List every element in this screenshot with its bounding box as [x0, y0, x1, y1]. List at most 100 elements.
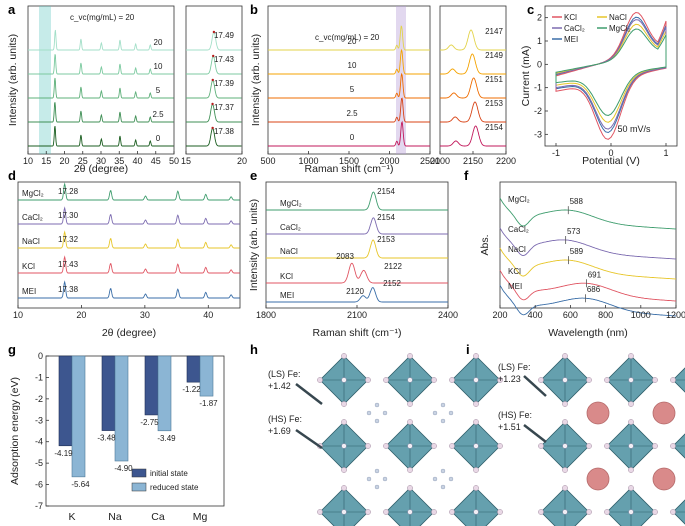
panel-g-legend-swatch	[131, 468, 147, 478]
panel-b-zoom-trace	[440, 125, 506, 147]
panel-a-ylabel: Intensity (arb. units)	[7, 34, 19, 126]
panel-d-series-name: NaCl	[22, 237, 40, 246]
panel-b-series-labels: 0 2.5 5 10 20	[346, 37, 358, 142]
panel-b-ylabel: Intensity (arb. units)	[250, 34, 262, 126]
panel-h-ligand-atom	[317, 377, 323, 383]
panel-f: MgCl₂ 588 CaCl₂ 573 NaCl 589 KCl 691 MEI 686 200 4…	[479, 181, 685, 339]
panel-h-linker-atom	[374, 468, 380, 474]
panel-e-series-labels: MgCl₂ 2154 CaCl₂ 2154 NaCl 2153 KCl 2083 2122 MEI…	[280, 187, 402, 300]
panel-d-frame	[17, 181, 241, 309]
panel-i-ligand-atom	[628, 467, 634, 473]
panel-e-series-name: KCl	[280, 272, 293, 281]
panel-h-ligand-atom	[383, 443, 389, 449]
panel-b-series-label: 5	[350, 85, 355, 94]
panel-i-metal-center	[562, 509, 568, 515]
panel-g-bar-reduced-Na	[114, 355, 129, 462]
panel-i-ligand-atom	[562, 353, 568, 359]
panel-i-ligand-atom	[628, 419, 634, 425]
panel-d-trace-MEI	[18, 280, 240, 299]
panel-f-peak-label: 588	[570, 197, 584, 206]
panel-i-ligand-atom	[538, 509, 544, 515]
panel-b-trace-0	[268, 120, 430, 147]
panel-label-e: e	[250, 168, 257, 183]
panel-c-ylabel: Current (mA)	[520, 46, 532, 107]
panel-i-structure	[538, 353, 685, 526]
panel-h-ligand-atom	[407, 485, 413, 491]
panel-d-series-name: MEI	[22, 287, 36, 296]
panel-f-peak-label: 691	[588, 270, 602, 279]
panel-h-ligand-atom	[449, 443, 455, 449]
panel-b-series-label: 2.5	[346, 109, 358, 118]
panel-e-trace-KCl	[266, 262, 448, 284]
panel-g-category-label: Mg	[193, 511, 208, 523]
panel-i-ligand-atom	[562, 485, 568, 491]
panel-g-bar-initial-K	[58, 355, 73, 447]
panel-a-zoom-trace	[186, 103, 242, 123]
panel-e-series-name: CaCl₂	[280, 223, 301, 232]
panel-label-g: g	[8, 342, 16, 357]
panel-h-ligand-atom	[497, 509, 503, 515]
panel-f-series-labels: MgCl₂ 588 CaCl₂ 573 NaCl 589 KCl 691 MEI 686	[508, 195, 602, 294]
panel-i-ligand-atom	[670, 509, 676, 515]
panel-h-ligand-atom	[341, 401, 347, 407]
panel-a-zoom-x-tick-label: 15	[181, 156, 191, 166]
panel-i-ligand-atom	[670, 443, 676, 449]
panel-c-xlabel: Potential (V)	[582, 155, 640, 167]
panel-i-octahedron	[672, 499, 685, 525]
panel-d-trace-CaCl2	[18, 206, 240, 225]
panel-g-data-label-initial: -2.75	[140, 418, 159, 427]
panel-a-zoom-peak-label: 17.43	[214, 55, 235, 64]
panel-h-ligand-atom	[431, 443, 437, 449]
panel-f-series-name: CaCl₂	[508, 225, 529, 234]
panel-b-zoom-x-tick-label: 2200	[496, 156, 516, 166]
panel-label-a: a	[8, 2, 16, 17]
panel-label-b: b	[250, 2, 258, 17]
panel-h-linker-atom	[374, 484, 380, 490]
panel-d-peak-label: 17.38	[58, 285, 79, 294]
panel-g-category-label: K	[68, 511, 75, 523]
panel-h-structure	[317, 353, 503, 526]
panel-g-y-tick-label: -3	[35, 415, 43, 425]
panel-g-data-label-reduced: -1.87	[199, 399, 218, 408]
panel-b-zoom-ticks: 2100 2150 2200	[430, 151, 516, 166]
panel-a-x-tick-label: 50	[169, 156, 179, 166]
panel-h-metal-center	[341, 377, 347, 383]
panel-e-x-tick-label: 1800	[256, 310, 276, 320]
panel-h-ligand-atom	[449, 377, 455, 383]
panel-i-ligand-atom	[652, 509, 658, 515]
panel-a-zoom-trace	[186, 79, 242, 99]
panel-h-linker-atom	[432, 410, 438, 416]
panel-f-x-tick-label: 800	[598, 310, 613, 320]
panel-h-metal-center	[407, 443, 413, 449]
panel-b-xticks: 500 1000 1500 2000 2500	[260, 151, 440, 166]
panel-b-zoom-trace	[440, 101, 506, 123]
i-hs-label: (HS) Fe:	[498, 410, 532, 420]
panel-i-interstitial-cation	[586, 467, 610, 491]
panel-h-ligand-atom	[473, 485, 479, 491]
panel-h-ligand-atom	[383, 509, 389, 515]
i-hs-value: +1.51	[498, 422, 521, 432]
panel-b-x-tick-label: 2500	[420, 156, 440, 166]
panel-h-linker-atom	[374, 418, 380, 424]
panel-g-data-label-reduced: -4.90	[114, 464, 133, 473]
panel-g-bar-initial-Mg	[186, 355, 201, 383]
panel-h-linker-atom	[382, 476, 388, 482]
panel-f-trace-MgCl2	[499, 197, 677, 230]
panel-g-ticks: K Na Ca Mg 0 -1 -2 -3 -4 -5 -6 -7	[35, 351, 207, 523]
panel-d-peak-label: 17.30	[58, 211, 79, 220]
i-hs-arrow	[523, 424, 547, 443]
panel-g-category-label: Na	[108, 511, 122, 523]
panel-g-y-tick-label: -5	[35, 458, 43, 468]
panel-a-x-tick-label: 25	[78, 156, 88, 166]
panel-c-legend-label: CaCl₂	[564, 24, 585, 33]
panel-a-zoom-peak-label: 17.37	[214, 103, 235, 112]
panel-g: -4.19 -5.64 -3.48 -4.90 -2.75 -3.49 -1.22 -1.87…	[9, 351, 225, 523]
panel-a-x-tick-label: 35	[114, 156, 124, 166]
panel-a-trace-2.5	[28, 102, 174, 123]
panel-d-trace-NaCl	[18, 230, 240, 249]
panel-d: MgCl₂ 17.28 CaCl₂ 17.30 NaCl 17.32 KCl 17.43 MEI…	[13, 181, 241, 339]
panel-b-zoom-labels: 2154 2153 2151 2149 2147	[485, 27, 503, 132]
panel-i-ligand-atom	[670, 377, 676, 383]
